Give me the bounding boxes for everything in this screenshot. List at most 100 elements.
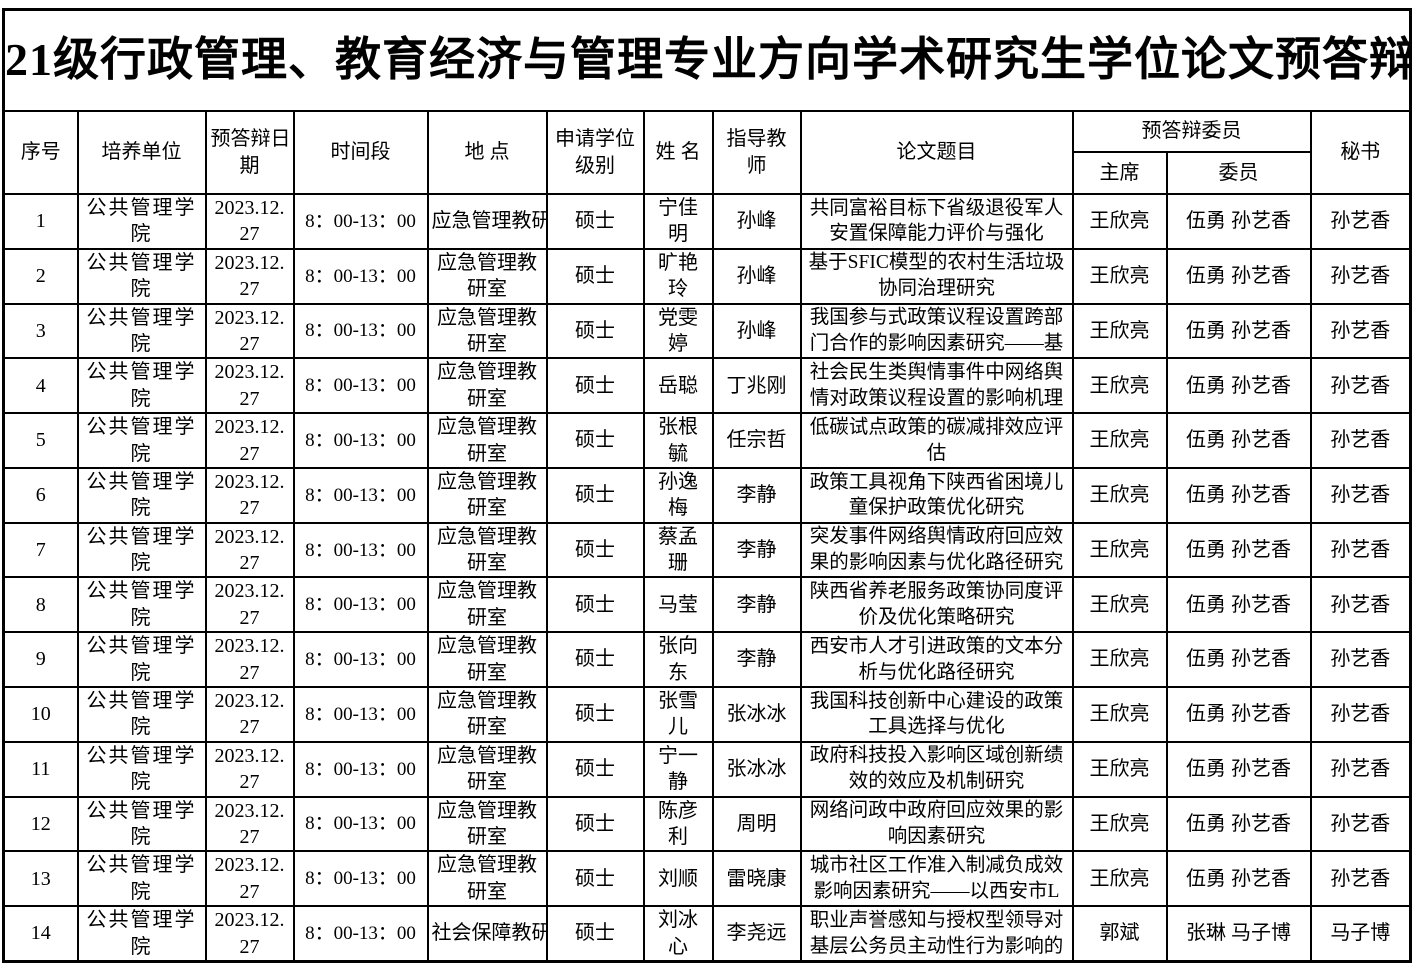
cell-time: 8：00-13：00 <box>292 357 429 415</box>
cell-location: 应急管理教 研室 <box>426 521 548 579</box>
cell-unit: 公共管理学 院 <box>76 357 207 415</box>
cell-date: 2023.12. 27 <box>204 357 295 415</box>
table-row: 10 公共管理学 院 2023.12. 27 8：00-13：00 应急管理教 … <box>2 686 1412 743</box>
table-row: 7 公共管理学 院 2023.12. 27 8：00-13：00 应急管理教 研… <box>2 521 1412 579</box>
cell-time: 8：00-13：00 <box>292 850 429 908</box>
cell-location: 应急管理教 研室 <box>426 850 548 908</box>
table-row: 1 公共管理学 院 2023.12. 27 8：00-13：00 应急管理教研室… <box>2 193 1412 250</box>
cell-date: 2023.12. 27 <box>204 466 295 524</box>
cell-time: 8：00-13：00 <box>292 466 429 524</box>
cell-location: 应急管理教 研室 <box>426 686 548 743</box>
cell-secretary: 孙艺香 <box>1309 521 1412 579</box>
cell-index: 7 <box>2 521 79 579</box>
cell-degree: 硕士 <box>545 466 645 524</box>
cell-unit: 公共管理学 院 <box>76 412 207 469</box>
cell-time: 8：00-13：00 <box>292 247 429 305</box>
cell-thesis: 突发事件网络舆情政府回应效 果的影响因素与优化路径研究 <box>799 521 1074 579</box>
col-header-chair: 主席 <box>1071 151 1168 195</box>
table-row: 9 公共管理学 院 2023.12. 27 8：00-13：00 应急管理教 研… <box>2 631 1412 689</box>
cell-chair: 王欣亮 <box>1071 740 1168 798</box>
cell-name: 孙逸梅 <box>642 466 714 524</box>
cell-members: 伍勇 孙艺香 <box>1165 576 1312 634</box>
cell-unit: 公共管理学 院 <box>76 795 207 853</box>
cell-location: 应急管理教 研室 <box>426 357 548 415</box>
cell-secretary: 孙艺香 <box>1309 850 1412 908</box>
cell-time: 8：00-13：00 <box>292 412 429 469</box>
cell-date: 2023.12. 27 <box>204 412 295 469</box>
cell-chair: 王欣亮 <box>1071 686 1168 743</box>
cell-unit: 公共管理学 院 <box>76 740 207 798</box>
cell-time: 8：00-13：00 <box>292 905 429 963</box>
cell-name: 宁一静 <box>642 740 714 798</box>
cell-degree: 硕士 <box>545 795 645 853</box>
cell-chair: 王欣亮 <box>1071 357 1168 415</box>
table-row: 6 公共管理学 院 2023.12. 27 8：00-13：00 应急管理教 研… <box>2 466 1412 524</box>
cell-name: 党雯婷 <box>642 302 714 360</box>
cell-thesis: 政策工具视角下陕西省困境儿 童保护政策优化研究 <box>799 466 1074 524</box>
cell-advisor: 雷晓康 <box>711 850 802 908</box>
cell-degree: 硕士 <box>545 302 645 360</box>
cell-chair: 郭斌 <box>1071 905 1168 963</box>
cell-name: 刘冰心 <box>642 905 714 963</box>
col-header-date: 预答辩日 期 <box>204 110 295 195</box>
cell-chair: 王欣亮 <box>1071 412 1168 469</box>
col-header-members: 委员 <box>1165 151 1312 195</box>
cell-members: 伍勇 孙艺香 <box>1165 302 1312 360</box>
cell-thesis: 政府科技投入影响区域创新绩 效的效应及机制研究 <box>799 740 1074 798</box>
table-row: 8 公共管理学 院 2023.12. 27 8：00-13：00 应急管理教 研… <box>2 576 1412 634</box>
cell-chair: 王欣亮 <box>1071 247 1168 305</box>
cell-location: 应急管理教 研室 <box>426 412 548 469</box>
cell-index: 12 <box>2 795 79 853</box>
cell-location: 社会保障教研室 <box>426 905 548 963</box>
cell-name: 陈彦利 <box>642 795 714 853</box>
cell-index: 1 <box>2 193 79 250</box>
cell-members: 伍勇 孙艺香 <box>1165 247 1312 305</box>
cell-time: 8：00-13：00 <box>292 193 429 250</box>
cell-location: 应急管理教 研室 <box>426 631 548 689</box>
col-header-time: 时间段 <box>292 110 429 195</box>
cell-secretary: 孙艺香 <box>1309 631 1412 689</box>
table-row: 4 公共管理学 院 2023.12. 27 8：00-13：00 应急管理教 研… <box>2 357 1412 415</box>
title-row: 21级行政管理、教育经济与管理专业方向学术研究生学位论文预答辩信息 <box>2 8 1412 112</box>
cell-secretary: 孙艺香 <box>1309 302 1412 360</box>
cell-date: 2023.12. 27 <box>204 193 295 250</box>
col-header-name: 姓 名 <box>642 110 714 195</box>
cell-advisor: 任宗哲 <box>711 412 802 469</box>
cell-unit: 公共管理学 院 <box>76 521 207 579</box>
table-row: 2 公共管理学 院 2023.12. 27 8：00-13：00 应急管理教 研… <box>2 247 1412 305</box>
cell-thesis: 低碳试点政策的碳减排效应评 估 <box>799 412 1074 469</box>
cell-name: 旷艳玲 <box>642 247 714 305</box>
header-row-bottom: 主席 委员 <box>4 151 1411 195</box>
cell-date: 2023.12. 27 <box>204 740 295 798</box>
cell-time: 8：00-13：00 <box>292 795 429 853</box>
cell-members: 伍勇 孙艺香 <box>1165 631 1312 689</box>
cell-members: 伍勇 孙艺香 <box>1165 740 1312 798</box>
cell-unit: 公共管理学 院 <box>76 302 207 360</box>
cell-advisor: 李静 <box>711 466 802 524</box>
col-header-committee: 预答辩委员 <box>1071 110 1312 153</box>
cell-advisor: 孙峰 <box>711 193 802 250</box>
cell-secretary: 孙艺香 <box>1309 412 1412 469</box>
cell-location: 应急管理教 研室 <box>426 795 548 853</box>
cell-degree: 硕士 <box>545 193 645 250</box>
cell-advisor: 孙峰 <box>711 247 802 305</box>
cell-name: 宁佳明 <box>642 193 714 250</box>
cell-degree: 硕士 <box>545 576 645 634</box>
cell-advisor: 孙峰 <box>711 302 802 360</box>
cell-chair: 王欣亮 <box>1071 631 1168 689</box>
cell-name: 张根毓 <box>642 412 714 469</box>
cell-thesis: 基于SFIC模型的农村生活垃圾 协同治理研究 <box>799 247 1074 305</box>
cell-date: 2023.12. 27 <box>204 850 295 908</box>
cell-date: 2023.12. 27 <box>204 521 295 579</box>
cell-members: 伍勇 孙艺香 <box>1165 357 1312 415</box>
col-header-secretary: 秘书 <box>1309 110 1412 195</box>
cell-location: 应急管理教 研室 <box>426 466 548 524</box>
col-header-thesis: 论文题目 <box>799 110 1074 195</box>
cell-name: 张向东 <box>642 631 714 689</box>
header-row-top: 序号 培养单位 预答辩日 期 时间段 地 点 申请学位 级别 姓 名 指导教 师… <box>2 110 1412 195</box>
cell-name: 蔡孟珊 <box>642 521 714 579</box>
col-header-degree: 申请学位 级别 <box>545 110 645 195</box>
cell-secretary: 马子博 <box>1309 905 1412 963</box>
cell-thesis: 共同富裕目标下省级退役军人 安置保障能力评价与强化 <box>799 193 1074 250</box>
